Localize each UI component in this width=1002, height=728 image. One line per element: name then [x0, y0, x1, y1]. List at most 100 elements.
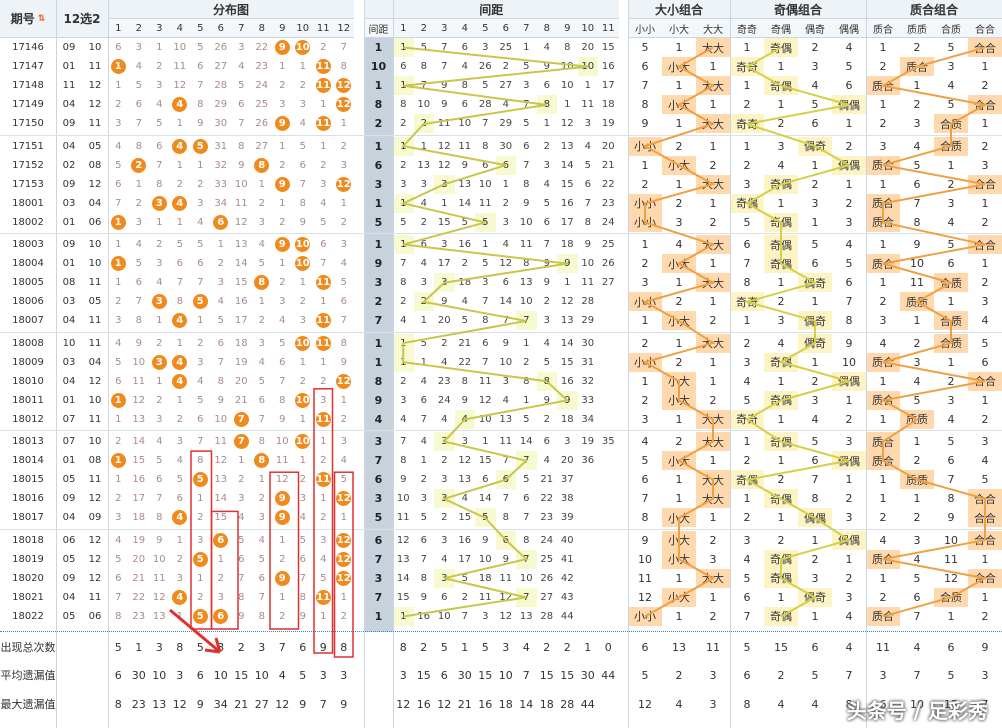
drawn-ball: 9 — [274, 116, 290, 132]
dist-miss-value: 2 — [197, 337, 204, 349]
gap-miss-value: 18 — [601, 99, 615, 111]
dist-cell-hit: 7 — [231, 432, 252, 451]
oddeven-miss: 2 — [743, 511, 751, 525]
prime-tag: 质合 — [866, 432, 900, 452]
prime-tag: 合合 — [968, 38, 1002, 58]
gap-miss-value: 11 — [478, 375, 492, 387]
dist-cell-hit: 1 — [108, 57, 129, 76]
gap-miss-value: 11 — [478, 591, 492, 603]
dist-cell-hit: 5 — [190, 607, 211, 626]
gap-marker: 6 — [495, 530, 516, 550]
issue-number: 18001 — [12, 197, 44, 209]
dist-miss-value: 2 — [176, 553, 183, 565]
summary-gap-value: 16 — [416, 697, 431, 711]
gap-value: 3 — [364, 273, 393, 293]
oe-col-0: 奇奇 — [730, 19, 764, 38]
gap-miss-value: 24 — [437, 394, 451, 406]
dist-miss-value: 7 — [135, 296, 142, 308]
draw-number: 12 — [88, 80, 102, 92]
block-divider — [0, 233, 1002, 234]
dist-miss-value: 2 — [320, 375, 327, 387]
dist-miss-value: 6 — [238, 99, 245, 111]
dist-miss-value: 3 — [340, 436, 347, 448]
summary-gap-value: 4 — [522, 640, 530, 654]
dist-miss-value: 7 — [135, 118, 142, 130]
grid-divider — [628, 0, 629, 728]
gap-miss-value: 7 — [502, 455, 509, 467]
dist-cell-hit: 4 — [170, 194, 191, 213]
dist-miss-value: 1 — [176, 118, 183, 130]
summary-dist-value: 9 — [319, 640, 327, 654]
size-tag: 小大 — [662, 57, 696, 77]
size-tag: 小大 — [662, 451, 696, 471]
oddeven-tag: 偶偶 — [832, 155, 866, 175]
dist-miss-value: 10 — [132, 356, 146, 368]
summary-gap-value: 14 — [519, 697, 534, 711]
oddeven-miss: 2 — [777, 295, 785, 309]
gap-value: 1 — [364, 606, 393, 626]
dist-miss-value: 4 — [258, 534, 265, 546]
dist-miss-value: 3 — [279, 99, 286, 111]
summary-dist-value: 9 — [196, 697, 204, 711]
dist-cell-hit: 12 — [334, 569, 355, 588]
summary-gap-value: 16 — [478, 697, 493, 711]
oe-col-2: 偶奇 — [798, 19, 832, 38]
size-tag: 小小 — [628, 193, 662, 213]
gap-miss-value: 2 — [400, 159, 407, 171]
gap-marker: 1 — [393, 333, 414, 353]
dist-miss-value: 1 — [197, 315, 204, 327]
size-miss: 4 — [641, 435, 649, 449]
gap-miss-value: 7 — [502, 493, 509, 505]
gap-miss-value: 28 — [581, 296, 595, 308]
dist-miss-value: 1 — [320, 436, 327, 448]
gap-miss-value: 4 — [461, 296, 468, 308]
oddeven-tag: 偶奇 — [798, 311, 832, 331]
size-miss: 1 — [709, 590, 717, 604]
drawn-ball: 8 — [254, 157, 270, 173]
draw-number: 09 — [62, 572, 76, 584]
draw-number: 04 — [88, 197, 102, 209]
summary-dist-value: 9 — [299, 697, 307, 711]
dist-miss-value: 2 — [299, 375, 306, 387]
oddeven-miss: 6 — [811, 454, 819, 468]
gap-miss-value: 13 — [458, 474, 472, 486]
summary-dist-value: 34 — [213, 697, 228, 711]
drawn-ball: 1 — [110, 256, 126, 272]
oddeven-tag: 偶偶 — [832, 451, 866, 471]
dist-miss-value: 2 — [279, 277, 286, 289]
oddeven-miss: 9 — [845, 336, 853, 350]
gap-marker: 7 — [516, 549, 537, 569]
gap-miss-value: 9 — [441, 99, 448, 111]
issue-header[interactable]: 期号 ⇅ — [0, 0, 56, 38]
dist-miss-value: 8 — [156, 178, 163, 190]
prime-miss: 1 — [879, 571, 887, 585]
gap-value: 6 — [364, 155, 393, 175]
size-miss: 2 — [641, 336, 649, 350]
oddeven-tag: 奇偶 — [730, 470, 764, 490]
oddeven-tag: 奇偶 — [764, 549, 798, 569]
gap-miss-value: 12 — [437, 140, 451, 152]
gap-marker: 5 — [475, 212, 496, 232]
prime-miss: 1 — [879, 177, 887, 191]
gap-miss-value: 2 — [543, 413, 550, 425]
sort-arrows-icon[interactable]: ⇅ — [37, 13, 46, 24]
size-tag: 大大 — [696, 568, 730, 588]
summary-dist-value: 8 — [114, 697, 122, 711]
summary-dist-value: 3 — [155, 640, 163, 654]
size-tag: 大大 — [696, 76, 730, 96]
prime-miss: 3 — [947, 196, 955, 210]
drawn-ball: 5 — [192, 294, 208, 310]
dist-cell-hit: 10 — [293, 235, 314, 254]
draw-number: 04 — [62, 591, 76, 603]
summary-gap-value: 3 — [399, 669, 407, 683]
size-miss: 1 — [675, 412, 683, 426]
size-miss: 1 — [675, 473, 683, 487]
prime-miss: 1 — [947, 609, 955, 623]
summary-gap-value: 0 — [604, 640, 612, 654]
oddeven-miss: 1 — [743, 492, 751, 506]
issue-number: 18003 — [12, 239, 44, 251]
dist-miss-value: 5 — [258, 553, 265, 565]
dist-miss-value: 10 — [234, 178, 248, 190]
draw-number: 04 — [88, 356, 102, 368]
oddeven-tag: 偶偶 — [832, 530, 866, 550]
